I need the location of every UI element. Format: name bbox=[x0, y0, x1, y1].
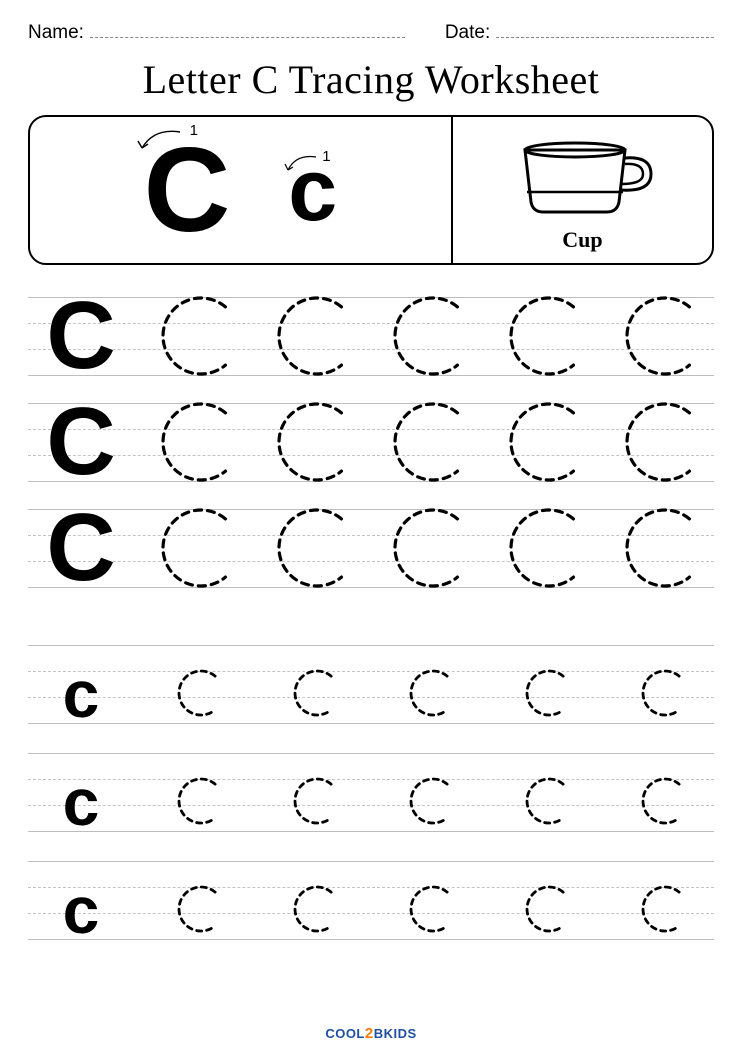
stroke-number-lower: 1 bbox=[322, 148, 330, 165]
solid-uppercase-c: C bbox=[36, 298, 126, 375]
stroke-number-upper: 1 bbox=[190, 122, 198, 139]
header-fields: Name: Date: bbox=[28, 20, 714, 44]
solid-lowercase-c: c bbox=[36, 884, 126, 937]
logo-part1: COOL bbox=[325, 1026, 365, 1041]
dashed-lowercase-c[interactable] bbox=[384, 773, 474, 829]
dashed-uppercase-c[interactable] bbox=[268, 292, 358, 380]
solid-uppercase-c: C bbox=[36, 404, 126, 481]
worksheet-title: Letter C Tracing Worksheet bbox=[28, 56, 714, 103]
dashed-uppercase-c[interactable] bbox=[500, 292, 590, 380]
dashed-uppercase-c[interactable] bbox=[384, 398, 474, 486]
dashed-uppercase-c[interactable] bbox=[616, 398, 706, 486]
dashed-lowercase-c[interactable] bbox=[384, 881, 474, 937]
dashed-uppercase-c[interactable] bbox=[616, 292, 706, 380]
dashed-lowercase-c[interactable] bbox=[616, 665, 706, 721]
row-letters: c bbox=[28, 745, 714, 839]
dashed-uppercase-c[interactable] bbox=[152, 292, 242, 380]
dashed-uppercase-c[interactable] bbox=[384, 292, 474, 380]
dashed-lowercase-c[interactable] bbox=[152, 881, 242, 937]
dashed-uppercase-c[interactable] bbox=[152, 504, 242, 592]
dashed-lowercase-c[interactable] bbox=[500, 773, 590, 829]
stroke-arrow-lower-icon bbox=[280, 152, 324, 176]
name-label: Name: bbox=[28, 22, 84, 44]
dashed-lowercase-c[interactable] bbox=[268, 773, 358, 829]
dashed-uppercase-c[interactable] bbox=[500, 504, 590, 592]
dashed-lowercase-c[interactable] bbox=[500, 665, 590, 721]
dashed-lowercase-c[interactable] bbox=[384, 665, 474, 721]
dashed-lowercase-c[interactable] bbox=[500, 881, 590, 937]
stroke-arrow-upper-icon bbox=[132, 126, 192, 156]
name-field: Name: bbox=[28, 20, 405, 44]
cup-icon bbox=[507, 128, 657, 223]
reference-box: 1 C 1 c Cup bbox=[28, 115, 714, 265]
dashed-uppercase-c[interactable] bbox=[616, 504, 706, 592]
dashed-lowercase-c[interactable] bbox=[268, 881, 358, 937]
row-letters: c bbox=[28, 853, 714, 947]
lowercase-trace-row: c bbox=[28, 853, 714, 947]
reference-letters-panel: 1 C 1 c bbox=[30, 117, 453, 263]
lowercase-trace-row: c bbox=[28, 745, 714, 839]
section-gap bbox=[28, 607, 714, 637]
dashed-uppercase-c[interactable] bbox=[500, 398, 590, 486]
uppercase-trace-row: C bbox=[28, 395, 714, 489]
date-underline[interactable] bbox=[496, 20, 714, 38]
reference-image-label: Cup bbox=[562, 227, 602, 253]
logo-part2: 2 bbox=[365, 1025, 374, 1042]
dashed-lowercase-c[interactable] bbox=[152, 665, 242, 721]
dashed-lowercase-c[interactable] bbox=[616, 881, 706, 937]
logo-part3: BKIDS bbox=[374, 1026, 417, 1041]
dashed-lowercase-c[interactable] bbox=[616, 773, 706, 829]
row-letters: C bbox=[28, 395, 714, 489]
solid-lowercase-c: c bbox=[36, 668, 126, 721]
dashed-uppercase-c[interactable] bbox=[152, 398, 242, 486]
date-field: Date: bbox=[445, 20, 714, 44]
solid-lowercase-c: c bbox=[36, 776, 126, 829]
dashed-lowercase-c[interactable] bbox=[268, 665, 358, 721]
dashed-lowercase-c[interactable] bbox=[152, 773, 242, 829]
footer-logo: COOL2BKIDS bbox=[0, 1025, 742, 1042]
dashed-uppercase-c[interactable] bbox=[384, 504, 474, 592]
tracing-section: C C C c c bbox=[28, 289, 714, 947]
lowercase-reference: 1 c bbox=[288, 146, 337, 234]
lowercase-trace-row: c bbox=[28, 637, 714, 731]
row-letters: C bbox=[28, 289, 714, 383]
reference-image-panel: Cup bbox=[453, 117, 712, 263]
dashed-uppercase-c[interactable] bbox=[268, 504, 358, 592]
dashed-uppercase-c[interactable] bbox=[268, 398, 358, 486]
uppercase-trace-row: C bbox=[28, 501, 714, 595]
uppercase-trace-row: C bbox=[28, 289, 714, 383]
name-underline[interactable] bbox=[90, 20, 405, 38]
date-label: Date: bbox=[445, 22, 490, 44]
row-letters: c bbox=[28, 637, 714, 731]
row-letters: C bbox=[28, 501, 714, 595]
uppercase-reference: 1 C bbox=[144, 130, 231, 250]
solid-uppercase-c: C bbox=[36, 510, 126, 587]
